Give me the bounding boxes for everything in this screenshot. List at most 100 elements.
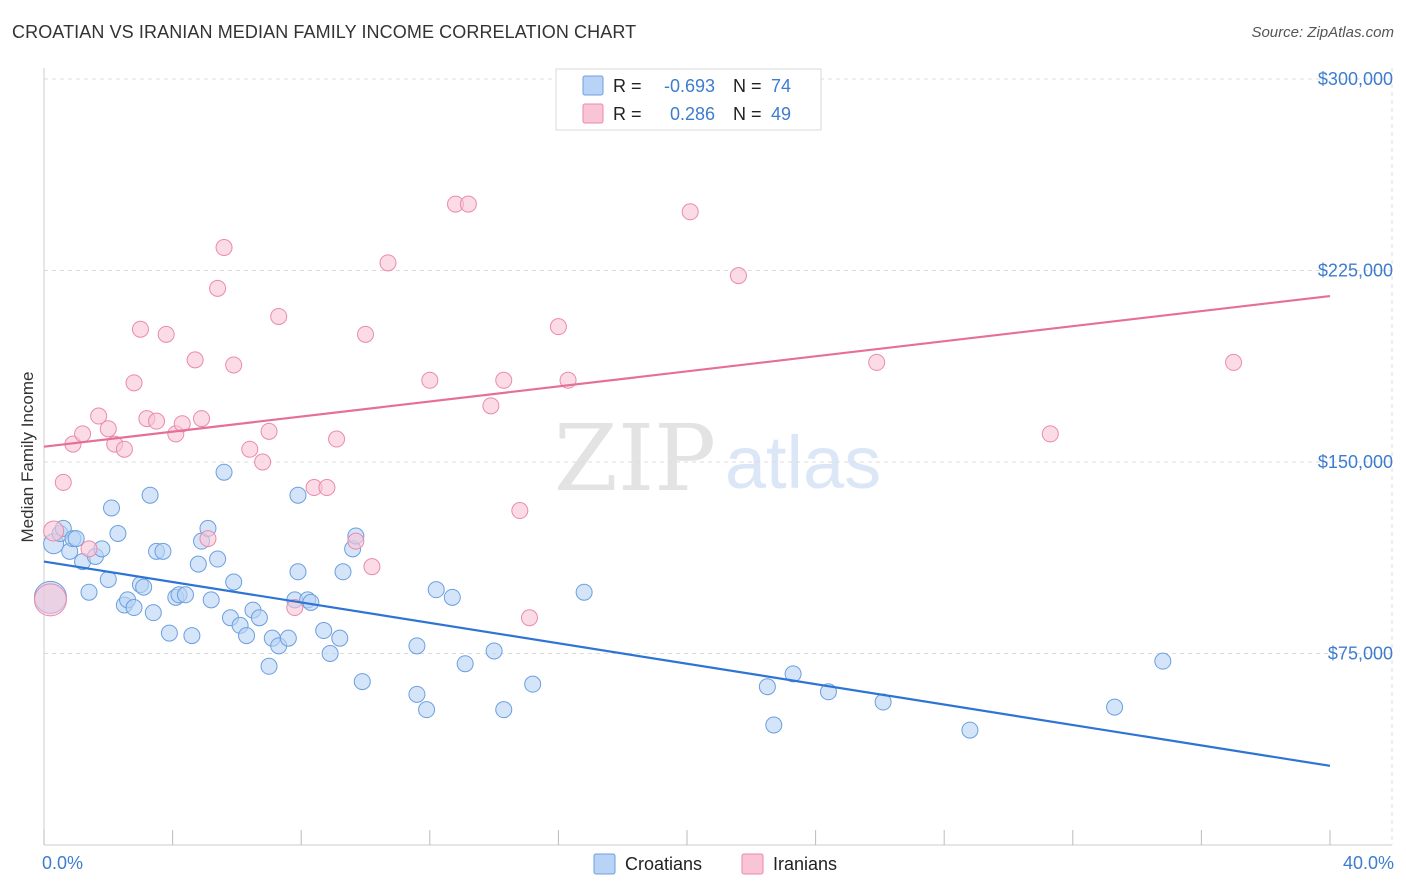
iranian-point: [379, 254, 397, 272]
iranian-point: [286, 599, 304, 617]
croatian-point: [238, 627, 256, 645]
legend-n-label: N =: [733, 104, 762, 124]
legend-n-label: N =: [733, 76, 762, 96]
croatian-point: [758, 678, 776, 696]
legend-label-iranians: Iranians: [773, 854, 837, 874]
iranian-point: [186, 351, 204, 369]
iranian-point: [33, 583, 67, 617]
croatian-point: [215, 463, 233, 481]
iranian-point: [173, 415, 191, 433]
iranian-point: [99, 420, 117, 438]
iranian-point: [729, 267, 747, 285]
croatian-point: [176, 586, 194, 604]
y-tick-label: $150,000: [1318, 452, 1393, 472]
y-tick-label: $75,000: [1328, 644, 1393, 664]
croatian-point: [427, 581, 445, 599]
chart-title: CROATIAN VS IRANIAN MEDIAN FAMILY INCOME…: [12, 22, 637, 42]
iranian-point: [363, 558, 381, 576]
trend-layer: [43, 294, 1331, 767]
legend-n-value: 74: [771, 76, 791, 96]
croatian-point: [315, 622, 333, 640]
croatian-point: [331, 629, 349, 647]
croatian-point: [103, 499, 121, 517]
y-tick-label: $225,000: [1318, 261, 1393, 281]
croatian-point: [260, 657, 278, 675]
croatian-point: [189, 555, 207, 573]
croatian-point: [289, 563, 307, 581]
legend-r-value: -0.693: [664, 76, 715, 96]
croatian-point: [443, 588, 461, 606]
points-layer: [33, 195, 1243, 739]
iranian-point: [260, 422, 278, 440]
croatian-point: [109, 524, 127, 542]
iranian-point: [215, 239, 233, 257]
iranian-point: [868, 353, 886, 371]
iranian-trend-line: [43, 294, 1331, 448]
legend-swatch-iranians: [741, 853, 764, 875]
croatian-point: [80, 583, 98, 601]
iranian-point: [270, 307, 288, 325]
x-tick-label: 0.0%: [42, 853, 83, 873]
x-tick-label: 40.0%: [1343, 853, 1394, 873]
croatian-point: [154, 542, 172, 560]
croatian-point: [202, 591, 220, 609]
iranian-point: [482, 397, 500, 415]
iranian-point: [43, 520, 65, 542]
iranian-point: [131, 320, 149, 338]
croatian-point: [160, 624, 178, 642]
iranian-point: [254, 453, 272, 471]
croatian-point: [575, 583, 593, 601]
iranian-point: [681, 203, 699, 221]
iranian-point: [347, 532, 365, 550]
iranian-point: [459, 195, 477, 213]
legend-r-label: R =: [613, 104, 642, 124]
croatian-point: [408, 637, 426, 655]
iranian-point: [241, 440, 259, 458]
croatian-point: [784, 665, 802, 683]
croatian-point: [456, 655, 474, 673]
croatian-point: [141, 486, 159, 504]
legend-row-iranians: R = 0.286 N = 49: [582, 103, 791, 124]
croatian-point: [225, 573, 243, 591]
iranian-point: [80, 540, 98, 558]
croatian-point: [485, 642, 503, 660]
croatian-point: [135, 578, 153, 596]
iranian-point: [148, 412, 166, 430]
source-note: Source: ZipAtlas.com: [1251, 24, 1394, 41]
iranian-point: [1041, 425, 1059, 443]
series-legend: Croatians Iranians: [593, 853, 837, 875]
legend-r-label: R =: [613, 76, 642, 96]
watermark-zip: ZIP: [554, 405, 716, 512]
croatian-point: [408, 685, 426, 703]
legend-row-croatians: R = -0.693 N = 74: [582, 75, 791, 96]
legend-label-croatians: Croatians: [625, 854, 702, 874]
legend-swatch-croatians: [593, 853, 616, 875]
croatian-point: [289, 486, 307, 504]
legend-swatch-blue: [582, 75, 604, 96]
iranian-point: [549, 318, 567, 336]
iranian-point: [74, 425, 92, 443]
iranian-point: [1225, 353, 1243, 371]
croatian-point: [1106, 698, 1124, 716]
croatian-trend-line: [43, 560, 1331, 767]
croatian-point: [334, 563, 352, 581]
correlation-legend: R = -0.693 N = 74 R = 0.286 N = 49: [555, 68, 822, 131]
iranian-point: [225, 356, 243, 374]
iranian-point: [421, 371, 439, 389]
legend-n-value: 49: [771, 104, 791, 124]
croatian-point: [99, 570, 117, 588]
croatian-point: [1154, 652, 1172, 670]
iranian-point: [495, 371, 513, 389]
iranian-point: [125, 374, 143, 392]
iranian-point: [90, 407, 108, 425]
croatian-point: [183, 627, 201, 645]
iranian-point: [511, 502, 529, 520]
legend-swatch-pink: [582, 103, 604, 124]
iranian-point: [328, 430, 346, 448]
iranian-point: [357, 325, 374, 343]
croatian-point: [353, 673, 371, 691]
iranian-point: [318, 479, 336, 497]
iranian-point: [199, 530, 217, 548]
iranian-point: [193, 410, 211, 428]
